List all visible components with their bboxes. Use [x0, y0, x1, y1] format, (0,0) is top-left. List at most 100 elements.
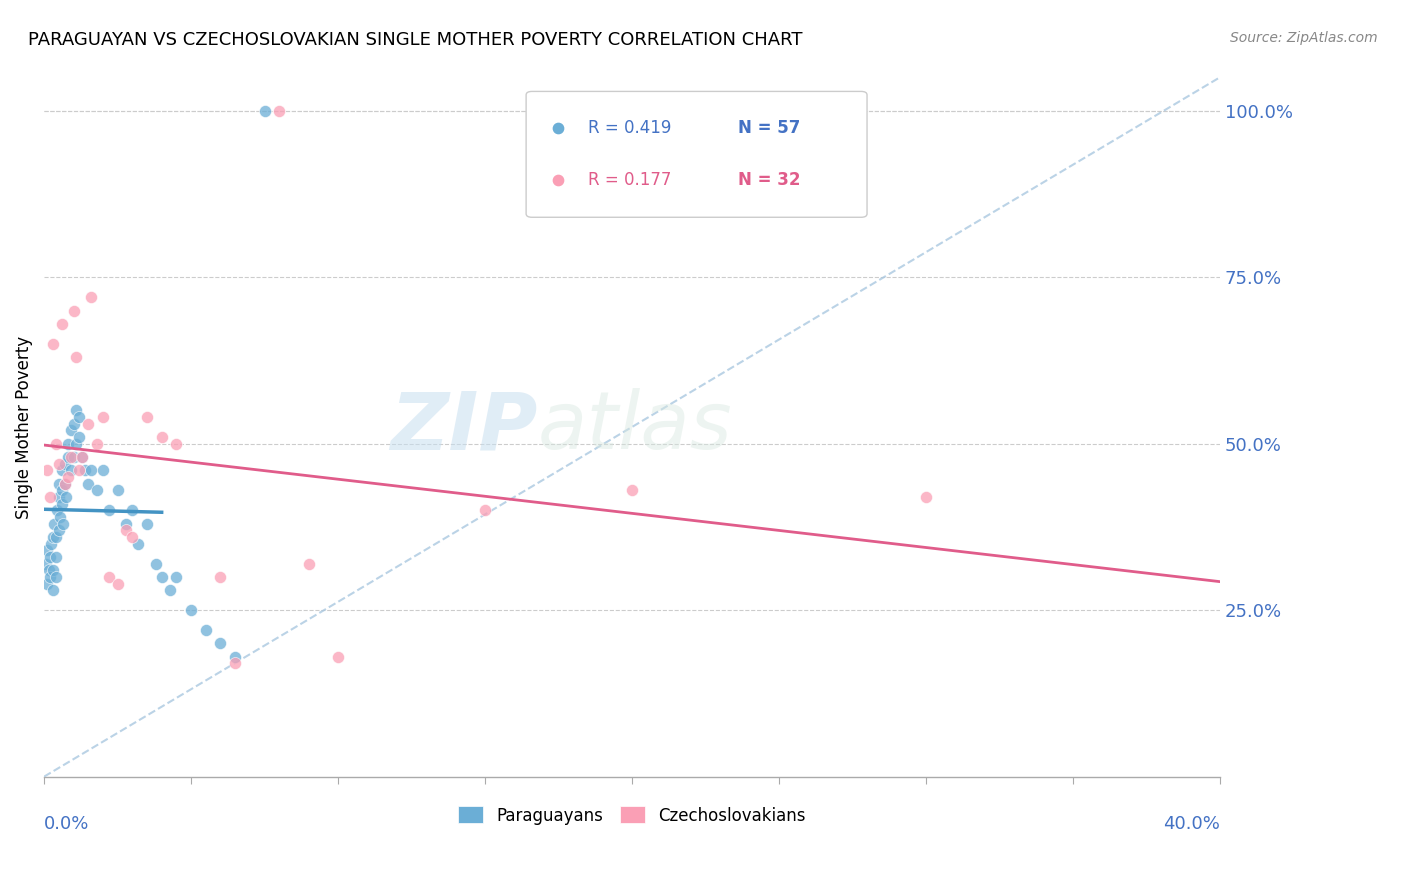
Point: [39, 570, 62, 584]
Point: [150, 430, 173, 444]
Point: [53, 476, 76, 491]
Point: [209, 570, 232, 584]
Point: [48, 490, 70, 504]
Point: [77, 476, 100, 491]
Point: [55, 490, 77, 504]
Point: [67, 463, 90, 477]
Legend: Paraguayans, Czechoslovakians: Paraguayans, Czechoslovakians: [451, 800, 813, 831]
Point: [48, 523, 70, 537]
Point: [42, 530, 65, 544]
Point: [1317, 202, 1340, 216]
Point: [45, 436, 67, 450]
Point: [107, 483, 129, 498]
Text: R = 0.419: R = 0.419: [589, 120, 672, 137]
Point: [72, 450, 94, 464]
Point: [42, 563, 65, 577]
Point: [45, 549, 67, 564]
Point: [474, 503, 496, 517]
Point: [59, 423, 82, 437]
Point: [59, 463, 82, 477]
Point: [53, 457, 76, 471]
Point: [41, 536, 63, 550]
Point: [269, 103, 291, 118]
Point: [52, 516, 75, 531]
Point: [121, 530, 143, 544]
Point: [42, 583, 65, 598]
Point: [51, 497, 73, 511]
Point: [51, 317, 73, 331]
Point: [49, 510, 72, 524]
Text: N = 57: N = 57: [738, 120, 800, 137]
Point: [62, 303, 84, 318]
Point: [65, 436, 87, 450]
Point: [136, 516, 159, 531]
Point: [65, 403, 87, 417]
Point: [45, 570, 67, 584]
Point: [38, 563, 60, 577]
Point: [51, 483, 73, 498]
Text: 0.0%: 0.0%: [44, 815, 90, 833]
Point: [298, 557, 321, 571]
Point: [35, 576, 58, 591]
Y-axis label: Single Mother Poverty: Single Mother Poverty: [15, 335, 32, 518]
Point: [67, 430, 90, 444]
Point: [194, 623, 217, 637]
Text: PARAGUAYAN VS CZECHOSLOVAKIAN SINGLE MOTHER POVERTY CORRELATION CHART: PARAGUAYAN VS CZECHOSLOVAKIAN SINGLE MOT…: [28, 31, 803, 49]
Point: [53, 476, 76, 491]
Point: [45, 530, 67, 544]
Point: [326, 649, 349, 664]
Point: [77, 417, 100, 431]
Point: [59, 450, 82, 464]
Point: [150, 570, 173, 584]
Point: [39, 549, 62, 564]
Point: [62, 450, 84, 464]
Point: [97, 570, 120, 584]
FancyBboxPatch shape: [526, 91, 868, 218]
Point: [107, 576, 129, 591]
Point: [159, 583, 181, 598]
Point: [115, 523, 138, 537]
Point: [224, 649, 246, 664]
Point: [224, 657, 246, 671]
Point: [180, 603, 202, 617]
Point: [35, 463, 58, 477]
Point: [80, 290, 103, 304]
Point: [56, 450, 79, 464]
Point: [62, 417, 84, 431]
Point: [145, 557, 167, 571]
Text: 40.0%: 40.0%: [1163, 815, 1220, 833]
Point: [165, 436, 187, 450]
Point: [136, 410, 159, 425]
Point: [56, 436, 79, 450]
Point: [51, 463, 73, 477]
Text: atlas: atlas: [538, 388, 733, 466]
Point: [48, 457, 70, 471]
Text: R = 0.177: R = 0.177: [589, 171, 672, 189]
Point: [80, 463, 103, 477]
Point: [253, 103, 276, 118]
Point: [115, 516, 138, 531]
Point: [48, 476, 70, 491]
Text: ZIP: ZIP: [391, 388, 538, 466]
Point: [91, 463, 114, 477]
Point: [1317, 153, 1340, 167]
Point: [44, 516, 66, 531]
Point: [35, 543, 58, 558]
Point: [914, 490, 936, 504]
Point: [86, 483, 108, 498]
Point: [86, 436, 108, 450]
Point: [91, 410, 114, 425]
Point: [46, 503, 69, 517]
Point: [127, 536, 149, 550]
Point: [67, 410, 90, 425]
Point: [209, 636, 232, 650]
Point: [65, 350, 87, 364]
Text: N = 32: N = 32: [738, 171, 800, 189]
Point: [121, 503, 143, 517]
Point: [620, 483, 643, 498]
Point: [39, 490, 62, 504]
Point: [56, 470, 79, 484]
Point: [34, 557, 56, 571]
Point: [97, 503, 120, 517]
Point: [42, 336, 65, 351]
